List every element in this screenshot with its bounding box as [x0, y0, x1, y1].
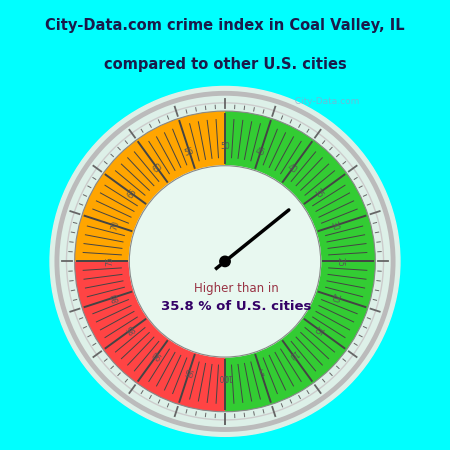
- Text: 30: 30: [328, 220, 340, 232]
- Text: 95: 95: [184, 365, 196, 376]
- Text: 35: 35: [311, 187, 324, 201]
- Text: 35.8 % of U.S. cities: 35.8 % of U.S. cities: [161, 300, 311, 313]
- Text: Higher than in: Higher than in: [194, 282, 278, 295]
- Text: 15: 15: [311, 322, 324, 335]
- Polygon shape: [75, 261, 225, 412]
- Text: 55: 55: [184, 146, 196, 158]
- Circle shape: [50, 86, 400, 436]
- Text: 20: 20: [328, 291, 340, 303]
- Text: 70: 70: [110, 220, 122, 232]
- Text: City-Data.com: City-Data.com: [288, 97, 359, 106]
- Text: 80: 80: [110, 291, 122, 303]
- Text: 60: 60: [151, 162, 164, 175]
- Text: 5: 5: [257, 365, 264, 376]
- Text: 45: 45: [254, 146, 266, 158]
- Polygon shape: [75, 111, 225, 261]
- Polygon shape: [225, 111, 375, 412]
- Text: 50: 50: [220, 142, 230, 151]
- Circle shape: [220, 256, 230, 266]
- Text: 10: 10: [286, 348, 299, 361]
- Text: compared to other U.S. cities: compared to other U.S. cities: [104, 57, 346, 72]
- Circle shape: [129, 166, 321, 357]
- Text: 75: 75: [106, 256, 115, 266]
- Text: 100: 100: [218, 372, 232, 381]
- Text: 85: 85: [126, 322, 139, 335]
- Text: 0: 0: [223, 372, 227, 381]
- Text: 40: 40: [286, 162, 299, 175]
- Text: 65: 65: [126, 187, 139, 201]
- Text: 25: 25: [335, 256, 344, 266]
- Text: City-Data.com crime index in Coal Valley, IL: City-Data.com crime index in Coal Valley…: [45, 18, 405, 33]
- Text: 90: 90: [151, 348, 164, 361]
